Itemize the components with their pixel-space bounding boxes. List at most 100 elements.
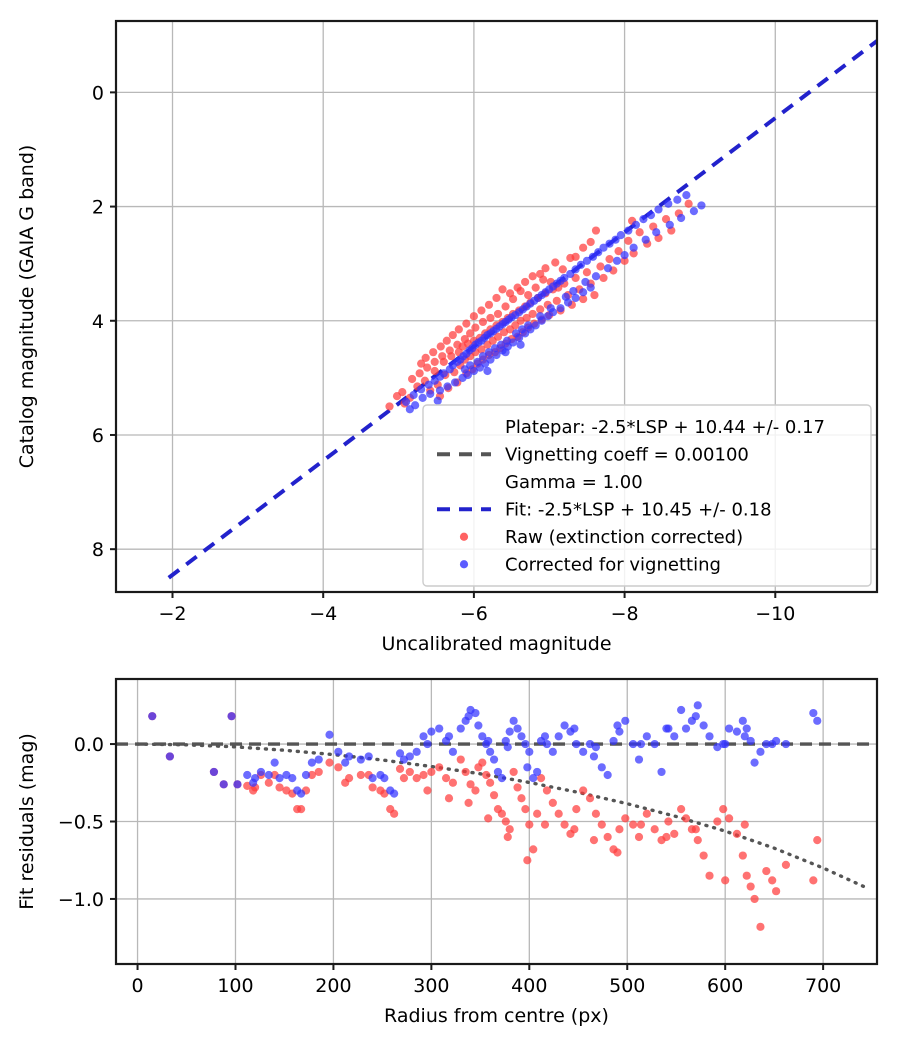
data-point	[533, 809, 542, 818]
legend-entry-label: Corrected for vignetting	[505, 554, 721, 575]
data-point	[453, 340, 462, 349]
data-point	[419, 770, 428, 780]
data-point	[426, 389, 435, 398]
data-point	[478, 758, 487, 767]
data-point	[423, 363, 432, 372]
data-point	[482, 770, 491, 780]
axis-ticks: 0 100 200 300 400 500 600 700 0.0 −0.5 −1.0	[58, 734, 841, 997]
data-point	[560, 820, 569, 829]
x-tick-label: −6	[460, 603, 488, 625]
data-point	[471, 786, 480, 795]
data-point	[509, 767, 518, 777]
data-point	[227, 712, 236, 721]
y-tick-label: −1.0	[58, 889, 104, 911]
data-point	[590, 290, 599, 300]
data-point	[762, 739, 771, 749]
data-point	[490, 344, 500, 353]
data-point	[536, 312, 545, 321]
data-point	[415, 369, 424, 378]
data-point	[516, 340, 525, 349]
data-point	[725, 814, 734, 823]
data-point	[620, 251, 629, 260]
data-point	[430, 366, 439, 376]
data-point	[443, 382, 452, 391]
data-point	[586, 283, 595, 292]
data-point	[561, 292, 570, 301]
data-point	[466, 780, 475, 789]
data-point	[486, 778, 495, 787]
data-point	[762, 866, 771, 876]
data-point	[738, 716, 747, 725]
data-point	[439, 369, 448, 378]
data-point	[219, 780, 228, 789]
data-point	[486, 355, 495, 364]
data-point	[275, 783, 284, 792]
data-point	[489, 755, 499, 764]
x-tick-label: 0	[132, 975, 144, 997]
data-point	[721, 876, 730, 885]
data-point	[570, 825, 579, 834]
data-point	[435, 763, 444, 772]
data-point	[809, 876, 818, 885]
data-point	[546, 304, 555, 313]
data-point	[603, 770, 612, 780]
data-point	[781, 739, 791, 749]
data-point	[571, 252, 580, 261]
data-point	[613, 721, 622, 730]
data-point	[427, 727, 436, 736]
data-point	[275, 774, 284, 783]
data-point	[746, 736, 755, 746]
x-tick-label: 300	[413, 975, 449, 997]
data-point	[264, 778, 273, 787]
data-point	[629, 820, 638, 829]
x-tick-label: 500	[609, 975, 645, 997]
data-point	[642, 809, 651, 818]
data-point	[591, 743, 601, 752]
data-point	[552, 296, 561, 305]
data-point	[288, 774, 297, 783]
data-point	[740, 820, 749, 829]
data-layer	[116, 701, 877, 931]
data-point	[528, 272, 537, 281]
data-point	[501, 348, 510, 357]
data-point	[572, 739, 581, 749]
data-point	[721, 739, 730, 749]
data-point	[429, 348, 438, 357]
data-point	[165, 752, 174, 761]
data-point	[492, 293, 501, 303]
x-tick-label: −8	[611, 603, 639, 625]
data-point	[634, 832, 644, 842]
data-point	[732, 727, 742, 736]
data-point	[591, 809, 601, 818]
data-point	[368, 774, 377, 783]
data-point	[486, 747, 495, 756]
y-tick-label: 2	[92, 197, 104, 219]
data-point	[579, 288, 588, 297]
data-point	[444, 732, 454, 741]
data-point	[493, 309, 503, 319]
data-point	[341, 758, 350, 767]
data-point	[364, 752, 373, 761]
data-point	[732, 829, 742, 838]
x-axis-label: Uncalibrated magnitude	[381, 633, 611, 655]
data-point	[456, 724, 465, 733]
data-point	[725, 724, 734, 733]
data-point	[528, 309, 537, 319]
data-point	[395, 764, 405, 773]
x-tick-label: 200	[315, 975, 351, 997]
data-point	[652, 228, 661, 237]
data-point	[605, 255, 614, 264]
data-point	[478, 732, 487, 741]
data-point	[579, 786, 588, 795]
data-point	[591, 226, 601, 235]
data-point	[517, 794, 526, 803]
data-point	[693, 835, 702, 845]
data-point	[597, 763, 606, 772]
data-point	[624, 236, 633, 245]
data-point	[536, 774, 546, 783]
data-point	[589, 835, 599, 845]
data-point	[605, 239, 614, 248]
legend-entry-label: Platepar: -2.5*LSP + 10.44 +/- 0.17	[505, 417, 825, 438]
data-point	[497, 774, 506, 783]
data-point	[356, 755, 365, 764]
